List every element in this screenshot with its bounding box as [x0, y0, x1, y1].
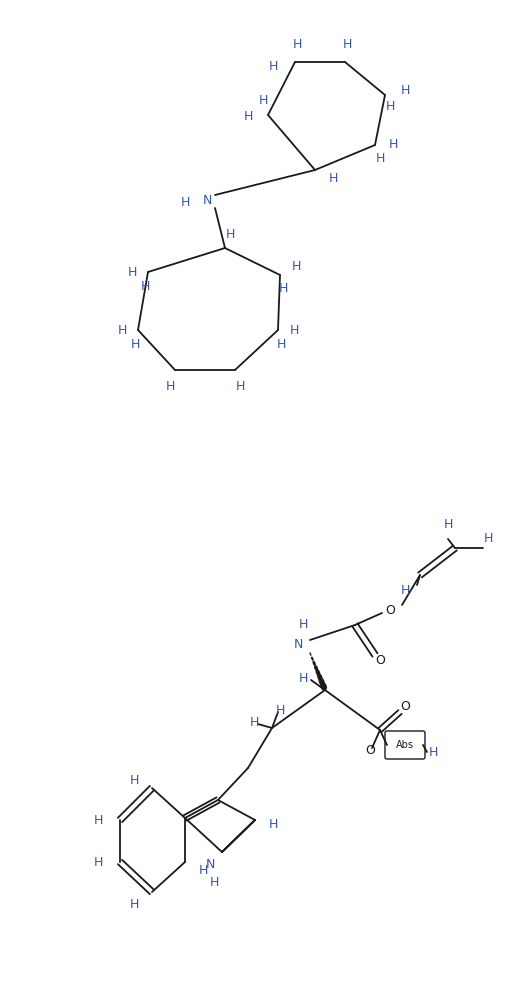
Text: H: H [268, 61, 278, 74]
Text: H: H [235, 380, 245, 393]
Text: H: H [276, 338, 286, 351]
FancyBboxPatch shape [385, 731, 425, 759]
Text: H: H [258, 95, 268, 108]
Text: H: H [243, 111, 253, 124]
Text: H: H [130, 897, 139, 910]
Text: Abs: Abs [396, 740, 414, 750]
Text: N: N [205, 857, 215, 870]
Text: O: O [400, 700, 410, 713]
Text: H: H [292, 261, 301, 274]
Text: H: H [400, 84, 410, 97]
Text: H: H [400, 583, 410, 596]
Text: H: H [250, 716, 259, 729]
Text: H: H [388, 139, 398, 152]
Text: H: H [483, 531, 493, 544]
Text: H: H [165, 380, 175, 393]
Text: H: H [130, 773, 139, 786]
Text: N: N [293, 638, 303, 651]
Text: N: N [202, 194, 212, 207]
Text: H: H [386, 101, 395, 114]
Text: H: H [181, 196, 190, 209]
Text: H: H [268, 818, 278, 831]
Text: H: H [289, 324, 298, 337]
Text: H: H [443, 518, 453, 531]
Text: H: H [117, 324, 127, 337]
Text: H: H [292, 38, 302, 51]
Text: O: O [385, 603, 395, 616]
Text: H: H [342, 38, 352, 51]
Text: H: H [375, 153, 384, 166]
Text: H: H [298, 618, 307, 631]
Text: H: H [130, 338, 140, 351]
Text: H: H [93, 813, 102, 826]
Text: H: H [429, 746, 438, 759]
Text: H: H [275, 703, 285, 716]
Text: H: H [198, 863, 208, 876]
Text: H: H [140, 280, 150, 293]
Text: H: H [328, 172, 338, 185]
Text: H: H [127, 266, 136, 279]
Text: H: H [209, 875, 219, 888]
Text: H: H [298, 671, 307, 684]
Text: O: O [365, 743, 375, 756]
Text: H: H [278, 283, 288, 296]
Text: O: O [375, 653, 385, 666]
Text: H: H [225, 228, 235, 241]
Text: H: H [93, 855, 102, 868]
